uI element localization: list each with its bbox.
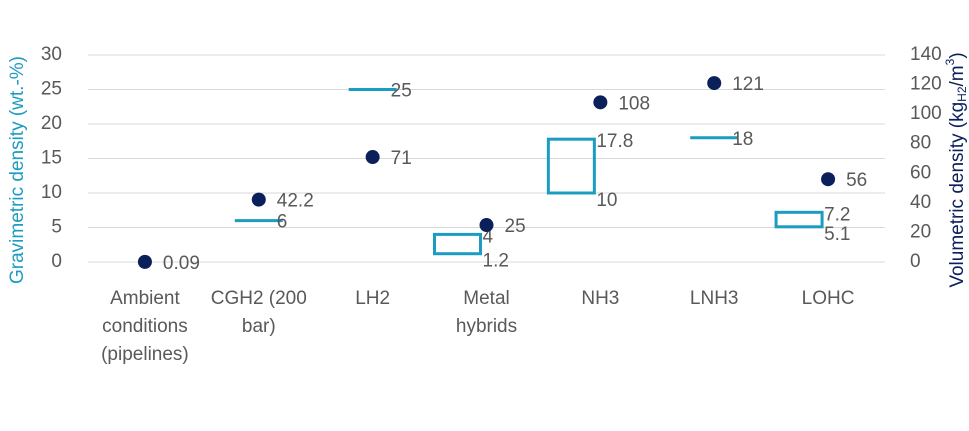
y2-title-part: Volumetric density (kg [947, 102, 968, 288]
volumetric-label: 108 [618, 93, 650, 114]
y2-tick-label: 120 [910, 74, 942, 95]
range-box [774, 210, 824, 229]
x-tick-label: hybrids [456, 316, 517, 337]
y2-title-sup: 3 [943, 58, 957, 65]
volumetric-dot [137, 254, 152, 269]
x-tick-label: LOHC [802, 288, 855, 309]
y2-title-part: ) [947, 52, 968, 58]
y2-tick-label: 100 [910, 103, 942, 124]
y2-title-part: /m [947, 65, 968, 86]
y2-tick-label: 140 [910, 44, 942, 65]
range-low-label: 5.1 [824, 224, 850, 245]
y-tick-label: 15 [41, 148, 62, 169]
range-low-label: 1.2 [483, 251, 509, 272]
volumetric-dot [479, 218, 494, 233]
y2-title-sub: H2 [955, 86, 969, 102]
y2-tick-label: 80 [910, 133, 931, 154]
value-line-label: 18 [732, 129, 753, 150]
volumetric-dot [251, 192, 266, 207]
range-high-label: 17.8 [596, 131, 633, 152]
volumetric-label: 56 [846, 170, 867, 191]
volumetric-dot [821, 172, 836, 187]
y2-tick-label: 20 [910, 221, 931, 242]
value-line-label: 6 [277, 212, 288, 233]
volumetric-label: 25 [505, 216, 526, 237]
x-tick-label: NH3 [581, 288, 619, 309]
y-tick-label: 25 [41, 79, 62, 100]
volumetric-label: 0.09 [163, 253, 200, 274]
x-tick-label: bar) [242, 316, 276, 337]
volumetric-dot [593, 95, 608, 110]
range-high-label: 4 [483, 226, 494, 247]
range-high-label: 7.2 [824, 204, 850, 225]
y2-axis-title: Volumetric density (kgH2/m3) [943, 52, 969, 287]
y2-tick-label: 40 [910, 192, 931, 213]
volumetric-label: 71 [391, 148, 412, 169]
y-tick-label: 0 [51, 251, 62, 272]
y-tick-label: 5 [51, 217, 62, 238]
y-tick-label: 20 [41, 113, 62, 134]
range-box [546, 137, 596, 195]
x-tick-label: LNH3 [690, 288, 739, 309]
y-axis-title: Gravimetric density (wt.-%) [7, 56, 28, 284]
y2-tick-label: 0 [910, 251, 921, 272]
x-tick-label: (pipelines) [101, 344, 189, 365]
volumetric-dot [707, 76, 722, 91]
x-tick-label: Ambient [110, 288, 180, 309]
value-line-label: 25 [391, 81, 412, 102]
y2-tick-label: 60 [910, 162, 931, 183]
y-tick-label: 10 [41, 182, 62, 203]
range-low-label: 10 [596, 190, 617, 211]
volumetric-dot [365, 150, 380, 165]
x-tick-label: LH2 [355, 288, 390, 309]
x-tick-label: Metal [463, 288, 509, 309]
volumetric-label: 42.2 [277, 191, 314, 212]
volumetric-label: 121 [732, 74, 764, 95]
x-tick-label: conditions [102, 316, 188, 337]
range-box [433, 232, 482, 256]
x-tick-label: CGH2 (200 [211, 288, 307, 309]
y-tick-label: 30 [41, 44, 62, 65]
